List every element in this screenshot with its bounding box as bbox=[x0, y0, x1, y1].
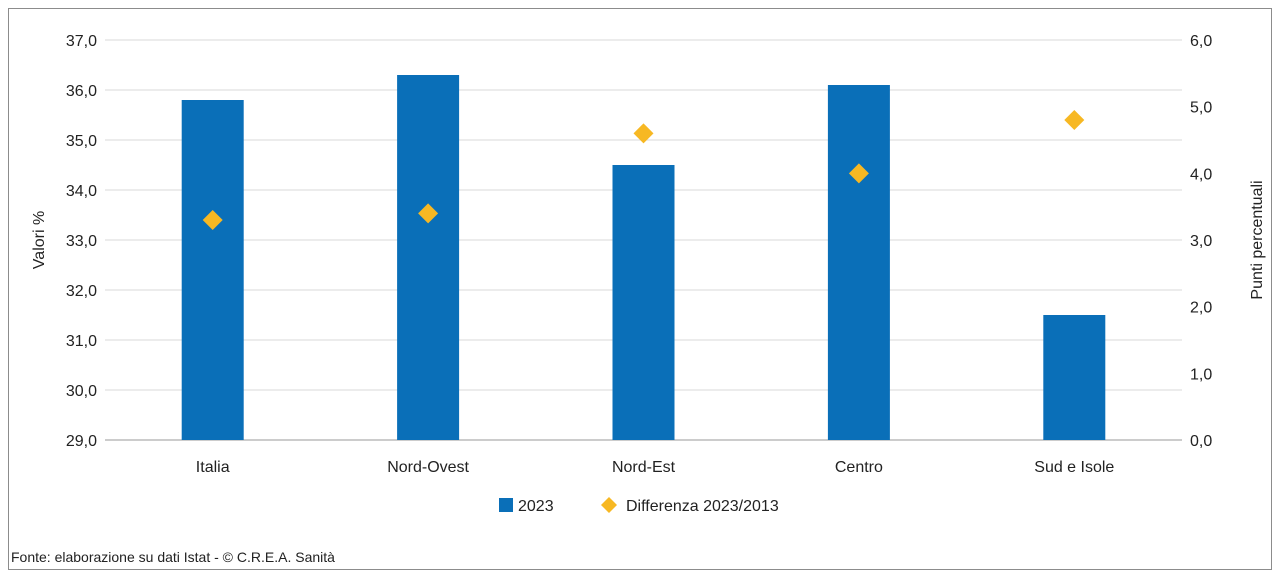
bar-nord-est bbox=[612, 165, 675, 440]
bars-2023 bbox=[181, 75, 1106, 440]
legend-swatch-differenza bbox=[601, 497, 617, 513]
legend: 2023 Differenza 2023/2013 bbox=[499, 497, 779, 515]
legend-swatch-2023 bbox=[499, 498, 513, 512]
x-tick-label: Nord-Est bbox=[612, 459, 676, 476]
y-tick-label: 33,0 bbox=[66, 233, 97, 250]
y-tick-label: 35,0 bbox=[66, 133, 97, 150]
right-axis-ticks: 0,0 1,0 2,0 3,0 4,0 5,0 6,0 bbox=[1190, 33, 1212, 450]
y2-tick-label: 1,0 bbox=[1190, 366, 1212, 383]
x-tick-label: Italia bbox=[196, 459, 230, 476]
diamond-marker-nord-ovest bbox=[418, 203, 439, 224]
diamond-marker-sud-e-isole bbox=[1064, 110, 1085, 130]
markers-differenza bbox=[202, 110, 1085, 230]
y2-tick-label: 0,0 bbox=[1190, 433, 1212, 450]
y-tick-label: 31,0 bbox=[66, 333, 97, 350]
y-axis-title: Valori % bbox=[31, 211, 48, 269]
y2-tick-label: 2,0 bbox=[1190, 300, 1212, 317]
y2-tick-label: 4,0 bbox=[1190, 166, 1212, 183]
left-axis-ticks: 29,0 30,0 31,0 32,0 33,0 34,0 35,0 36,0 37,0 bbox=[66, 33, 97, 450]
y-tick-label: 36,0 bbox=[66, 83, 97, 100]
x-tick-label: Centro bbox=[835, 459, 883, 476]
bar-italia bbox=[181, 100, 244, 440]
bar-centro bbox=[827, 85, 890, 440]
diamond-marker-italia bbox=[202, 210, 223, 230]
legend-label-differenza: Differenza 2023/2013 bbox=[626, 498, 779, 515]
source-note: Fonte: elaborazione su dati Istat - © C.… bbox=[11, 549, 335, 565]
y2-tick-label: 3,0 bbox=[1190, 233, 1212, 250]
y-tick-label: 34,0 bbox=[66, 183, 97, 200]
category-axis-ticks: Italia Nord-Ovest Nord-Est Centro Sud e Isol… bbox=[196, 459, 1115, 476]
y2-tick-label: 5,0 bbox=[1190, 100, 1212, 117]
x-tick-label: Sud e Isole bbox=[1034, 459, 1114, 476]
y2-axis-title: Punti percentuali bbox=[1249, 180, 1266, 299]
diamond-marker-centro bbox=[848, 163, 869, 184]
x-tick-label: Nord-Ovest bbox=[387, 459, 469, 476]
bar-sud-e-isole bbox=[1043, 315, 1106, 440]
legend-label-2023: 2023 bbox=[518, 498, 554, 515]
y2-tick-label: 6,0 bbox=[1190, 33, 1212, 50]
y-tick-label: 37,0 bbox=[66, 33, 97, 50]
bar-nord-ovest bbox=[397, 75, 460, 440]
diamond-marker-nord-est bbox=[633, 123, 654, 144]
y-tick-label: 30,0 bbox=[66, 383, 97, 400]
y-tick-label: 32,0 bbox=[66, 283, 97, 300]
y-tick-label: 29,0 bbox=[66, 433, 97, 450]
